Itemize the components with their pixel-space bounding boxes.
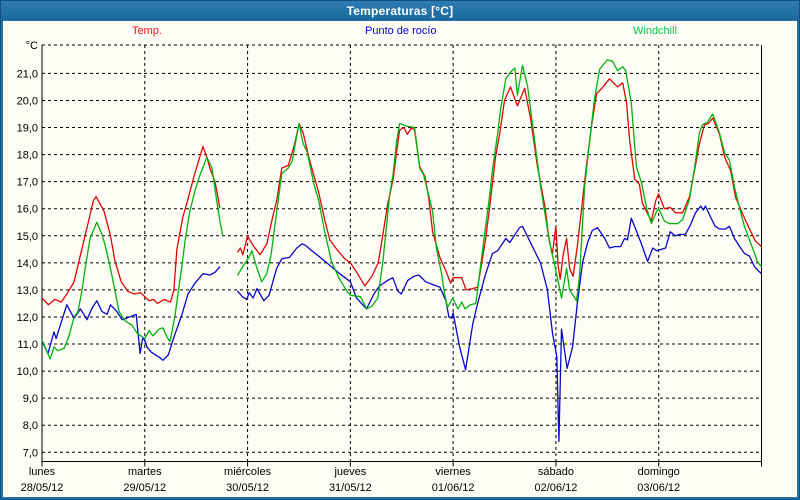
window-title: Temperaturas [°C] — [346, 3, 454, 18]
x-date-label: 03/06/12 — [637, 482, 680, 494]
y-axis-unit-label: °C — [26, 40, 38, 52]
x-day-label: lunes — [29, 466, 56, 478]
y-tick-label: 14,0 — [17, 258, 38, 270]
y-tick-label: 9,0 — [23, 393, 38, 405]
y-tick-label: 16,0 — [17, 204, 38, 216]
x-date-label: 02/06/12 — [535, 482, 578, 494]
x-day-label: sábado — [538, 466, 574, 478]
chart-panel: Temp. Punto de rocío Windchill 21,0 20,0 1… — [3, 21, 797, 497]
y-tick-label: 7,0 — [23, 447, 38, 459]
x-gridlines-and-labels: lunes 28/05/12 martes 29/05/12 miércoles 30/0… — [21, 45, 762, 494]
window-titlebar: Temperaturas [°C] — [1, 1, 799, 20]
y-tick-label: 10,0 — [17, 366, 38, 378]
y-tick-label: 13,0 — [17, 285, 38, 297]
x-day-label: miércoles — [224, 466, 272, 478]
legend-item-windchill: Windchill — [633, 25, 678, 37]
legend-item-temp: Temp. — [132, 25, 162, 37]
series-temp — [41, 78, 763, 306]
y-tick-label: 8,0 — [23, 420, 38, 432]
series-line-windchill — [41, 156, 224, 360]
x-day-label: martes — [128, 466, 162, 478]
y-tick-label: 15,0 — [17, 231, 38, 243]
x-day-label: domingo — [638, 466, 680, 478]
x-day-label: jueves — [333, 466, 366, 478]
series-line-dew_point — [237, 205, 763, 443]
series-line-windchill — [237, 59, 763, 310]
y-tick-label: 18,0 — [17, 150, 38, 162]
series-line-temp — [237, 78, 763, 291]
x-date-label: 29/05/12 — [123, 482, 166, 494]
y-tick-label: 21,0 — [17, 68, 38, 80]
x-date-label: 30/05/12 — [226, 482, 269, 494]
y-tick-label: 19,0 — [17, 123, 38, 135]
y-tick-label: 20,0 — [17, 95, 38, 107]
series-windchill — [41, 59, 763, 360]
series-line-dew_point — [41, 266, 221, 361]
series-dew_point — [41, 205, 763, 443]
x-date-label: 01/06/12 — [432, 482, 475, 494]
y-gridlines-and-labels: 21,0 20,0 19,0 18,0 17,0 16,0 15,0 14,0 13,0 12,0… — [17, 40, 762, 459]
series-line-temp — [41, 145, 221, 306]
y-tick-label: 12,0 — [17, 312, 38, 324]
temperature-chart: 21,0 20,0 19,0 18,0 17,0 16,0 15,0 14,0 13,0 12,0… — [17, 40, 763, 494]
y-tick-label: 17,0 — [17, 177, 38, 189]
legend-item-dew-point: Punto de rocío — [365, 25, 437, 37]
x-date-label: 28/05/12 — [21, 482, 64, 494]
x-day-label: viernes — [435, 466, 471, 478]
y-tick-label: 11,0 — [17, 339, 38, 351]
x-date-label: 31/05/12 — [329, 482, 372, 494]
